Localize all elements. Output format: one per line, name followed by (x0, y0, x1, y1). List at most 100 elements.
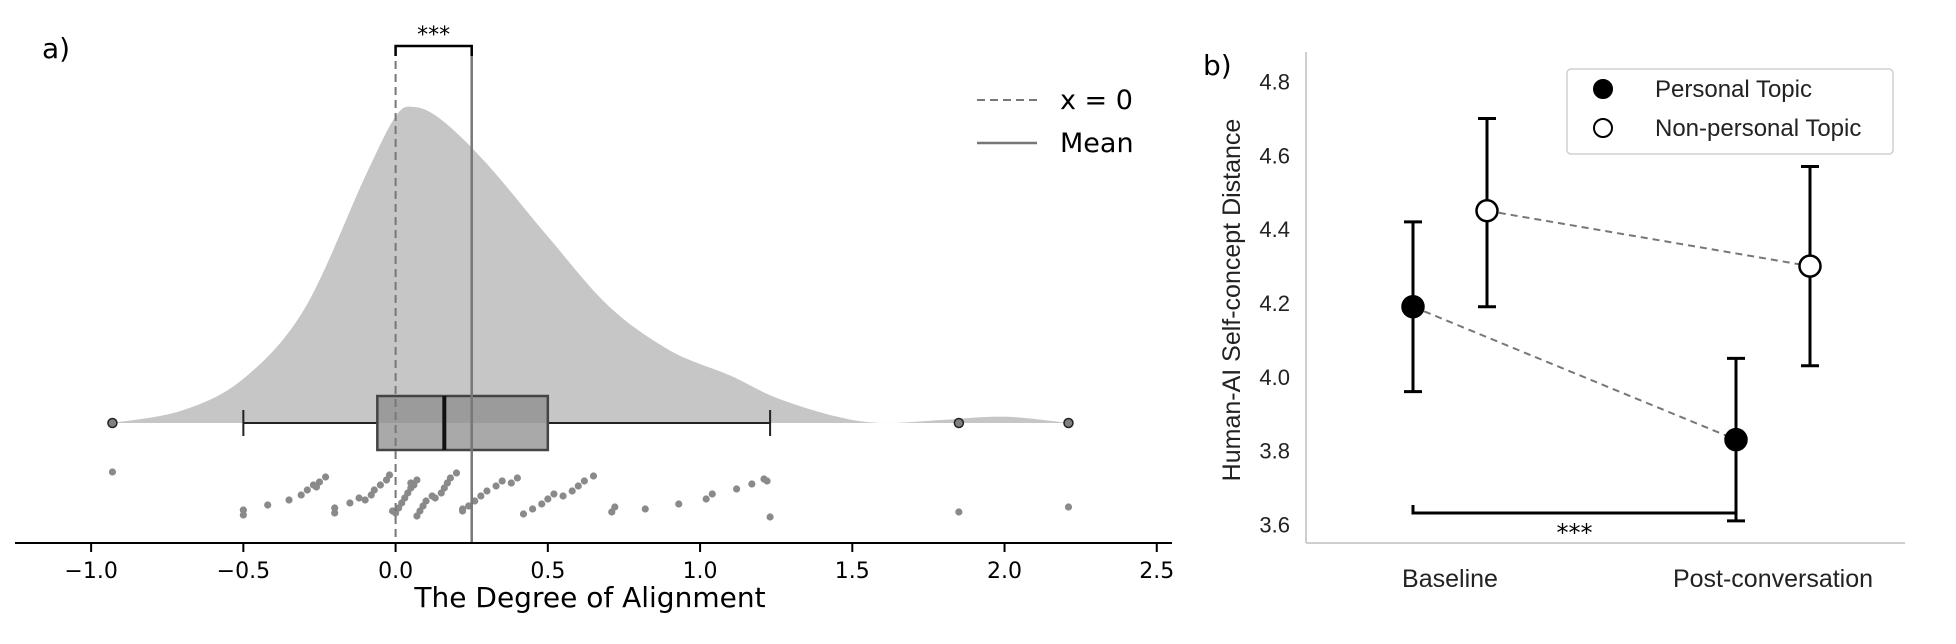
data-point (580, 477, 588, 485)
data-point (331, 504, 339, 512)
data-point (355, 494, 363, 502)
data-point (492, 482, 500, 490)
y-tick-label-b: 4.6 (1259, 143, 1290, 168)
data-point (611, 503, 619, 511)
data-point (431, 494, 439, 502)
data-point (315, 478, 324, 486)
data-point (458, 507, 467, 515)
data-point (413, 476, 421, 484)
data-point (519, 510, 528, 518)
data-point (507, 479, 515, 487)
legend-label-personal: Personal Topic (1655, 76, 1812, 103)
x-category-label-b: Baseline (1402, 565, 1498, 593)
y-tick-label-b: 3.8 (1259, 439, 1290, 464)
data-point (708, 490, 716, 498)
x-axis-label-a: The Degree of Alignment (413, 581, 765, 614)
data-point (108, 468, 117, 476)
data-point (422, 497, 430, 505)
legend-marker-personal (1593, 79, 1613, 99)
y-tick-label-b: 4.2 (1259, 291, 1290, 316)
x-tick-label-a: −1.0 (64, 559, 117, 584)
box-iqr (376, 394, 550, 452)
outlier-points (107, 417, 1074, 429)
legend-marker-nonpersonal (1593, 118, 1613, 138)
x-tick-label-a: 2.5 (1139, 559, 1174, 584)
x-axis-a: −1.0 −0.5 0.0 0.5 1.0 1.5 2.0 2.5 (15, 542, 1174, 584)
data-point (529, 505, 537, 513)
legend-box-b (1566, 68, 1894, 155)
legend-a: x = 0 Mean (977, 85, 1134, 159)
data-point (361, 496, 369, 504)
data-point (675, 500, 683, 508)
x-tick-label-a: 1.5 (835, 559, 870, 584)
series-group-b (1401, 116, 1822, 523)
data-point (477, 492, 485, 500)
mean-marker (1798, 254, 1822, 278)
data-point (641, 505, 649, 513)
legend-label-nonpersonal: Non-personal Topic (1655, 115, 1861, 142)
panel-a-label: a) (42, 32, 70, 65)
connector-line (1412, 305, 1737, 441)
y-axis-label-b: Human-AI Self-concept Distance (1218, 119, 1246, 482)
mean-marker (1475, 198, 1499, 223)
connector-line (1486, 209, 1811, 268)
data-point (589, 472, 598, 480)
data-point (498, 477, 506, 485)
significance-label-b: *** (1557, 519, 1593, 547)
box-plot (242, 394, 772, 452)
data-point (538, 500, 546, 508)
data-point (733, 485, 741, 493)
data-point (702, 495, 710, 503)
y-axis-b: 3.6 3.8 4.0 4.2 4.4 4.6 4.8 (1259, 70, 1290, 538)
data-point (955, 508, 963, 516)
outlier-marker (107, 417, 118, 429)
significance-bracket-a: *** (394, 23, 473, 56)
legend-label-mean: Mean (1060, 128, 1134, 159)
data-point (346, 499, 354, 507)
panel-a: a) *** −1.0 −0.5 0.0 0.5 1.0 1.5 2.0 2.5 The De… (15, 23, 1174, 614)
mean-marker (1724, 427, 1748, 452)
data-point (376, 481, 384, 489)
jitter-points (108, 468, 1073, 521)
x-tick-label-a: 0.0 (378, 559, 413, 584)
outlier-marker (1063, 417, 1074, 429)
legend-b: Personal Topic Non-personal Topic (1566, 68, 1894, 155)
data-point (748, 480, 756, 488)
data-point (763, 477, 771, 485)
data-point (297, 491, 305, 499)
x-category-label-b: Post-conversation (1673, 565, 1873, 593)
data-point (574, 482, 582, 490)
data-point (321, 473, 330, 481)
data-point (544, 495, 552, 503)
panel-b-label: b) (1203, 49, 1232, 82)
x-axis-b: Baseline Post-conversation (1402, 565, 1873, 593)
data-point (303, 486, 311, 494)
x-tick-label-a: 2.0 (987, 559, 1022, 584)
mean-marker (1401, 294, 1425, 319)
data-point (264, 501, 272, 509)
reference-lines (394, 48, 473, 543)
data-point (513, 474, 521, 482)
data-point (452, 469, 461, 477)
x-tick-label-a: 0.5 (530, 559, 565, 584)
data-point (239, 511, 247, 519)
y-tick-label-b: 4.0 (1259, 365, 1290, 390)
data-point (239, 506, 247, 514)
data-point (370, 486, 378, 494)
significance-label-a: *** (417, 23, 450, 48)
y-tick-label-b: 3.6 (1259, 513, 1290, 538)
data-point (559, 492, 567, 500)
y-tick-label-b: 4.8 (1259, 70, 1290, 95)
data-point (568, 487, 576, 495)
data-point (1064, 503, 1073, 511)
bracket-line-a (394, 44, 473, 56)
bracket-line-b (1411, 505, 1738, 515)
significance-bracket-b: *** (1411, 505, 1738, 547)
outlier-marker (953, 417, 965, 429)
data-point (446, 474, 454, 482)
density-cloud (112, 106, 1069, 424)
data-point (331, 509, 339, 517)
panel-b: b) 3.6 3.8 4.0 4.2 4.4 4.6 4.8 Human-AI Self-c… (1203, 49, 1905, 593)
data-point (285, 496, 293, 504)
